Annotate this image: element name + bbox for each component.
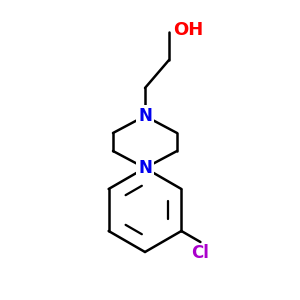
Text: N: N [138, 159, 152, 177]
Text: Cl: Cl [191, 244, 209, 262]
Text: N: N [138, 107, 152, 125]
Text: OH: OH [173, 21, 203, 39]
